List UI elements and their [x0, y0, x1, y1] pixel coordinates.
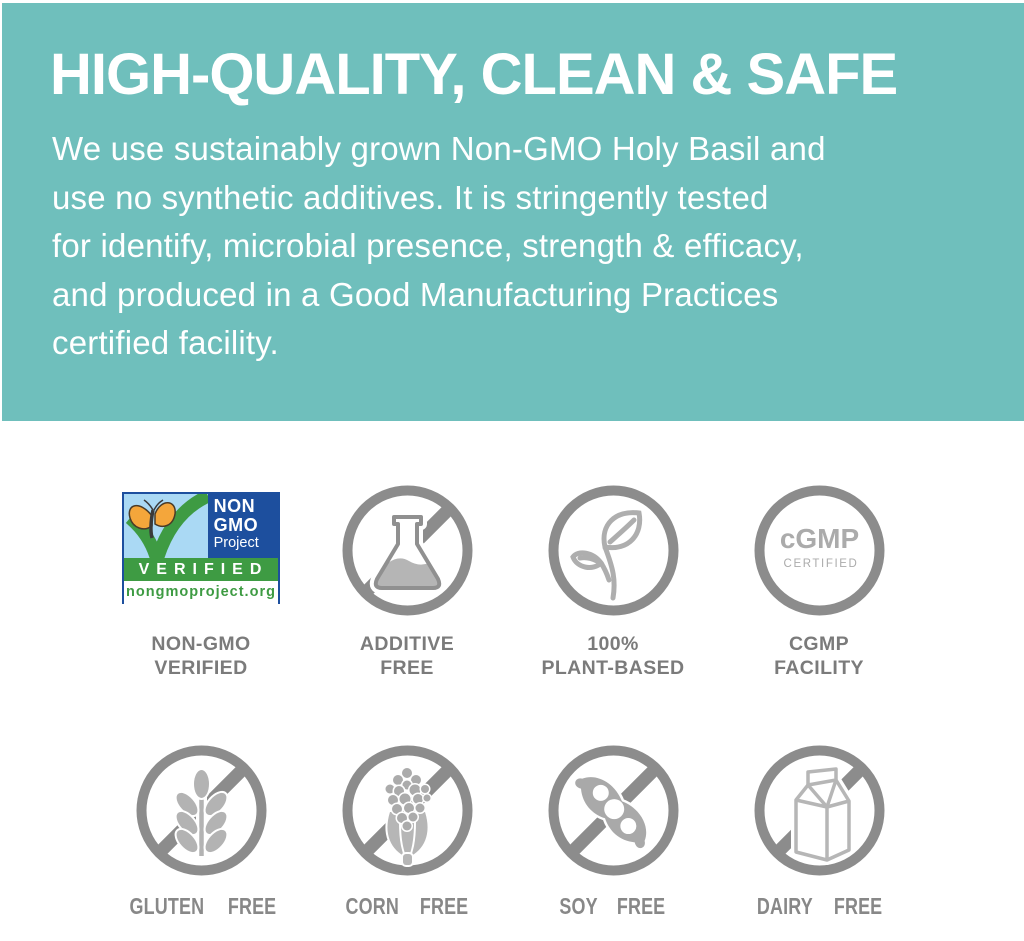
cgmp-text: cGMP: [779, 523, 858, 554]
badge-corn-free: CORN FREE: [304, 744, 510, 941]
hero-section: HIGH-QUALITY, CLEAN & SAFE We use sustai…: [2, 3, 1024, 421]
seal-word-gmo: GMO: [213, 515, 259, 535]
no-corn-icon: [342, 745, 472, 876]
badge-dairy-free: DAIRY FREE: [716, 744, 922, 941]
badge-row-1: NON GMO Project VERIFIED nongmoproject.o…: [98, 484, 922, 681]
seal-word-non: NON: [213, 496, 256, 516]
certified-text: CERTIFIED: [783, 558, 858, 570]
seal-url: nongmoproject.org: [124, 581, 278, 604]
seal-word-project: Project: [213, 535, 259, 551]
no-wheat-icon: [136, 745, 266, 876]
badge-cgmp-facility: cGMP CERTIFIED CGMP FACILITY: [716, 484, 922, 681]
badge-gluten-free: GLUTEN FREE: [98, 744, 304, 941]
badge-non-gmo-verified: NON GMO Project VERIFIED nongmoproject.o…: [98, 484, 304, 681]
cgmp-seal-icon: cGMP CERTIFIED: [754, 485, 884, 616]
badge-label: SOY FREE: [559, 893, 666, 919]
hero-line-1: We use sustainably grown Non-GMO Holy Ba…: [52, 130, 826, 167]
badge-label: DAIRY FREE: [756, 893, 883, 919]
plant-sprout-icon: [548, 485, 678, 616]
hero-paragraph: We use sustainably grown Non-GMO Holy Ba…: [52, 125, 826, 368]
badge-label: 100% PLANT-BASED: [541, 633, 685, 679]
badge-label: CGMP FACILITY: [774, 633, 864, 679]
no-milk-carton-icon: [754, 745, 884, 876]
seal-verified-band: VERIFIED: [124, 558, 278, 581]
hero-line-5: certified facility.: [52, 324, 279, 361]
badge-additive-free: ADDITIVE FREE: [304, 484, 510, 681]
non-gmo-project-seal: NON GMO Project VERIFIED nongmoproject.o…: [122, 492, 280, 604]
badge-label: GLUTEN FREE: [129, 893, 277, 919]
badge-plant-based: 100% PLANT-BASED: [510, 484, 716, 681]
page-title: HIGH-QUALITY, CLEAN & SAFE: [50, 42, 898, 107]
badge-label: NON-GMO VERIFIED: [151, 633, 251, 679]
hero-line-2: use no synthetic additives. It is string…: [52, 178, 769, 216]
badge-row-2: GLUTEN FREE: [98, 744, 922, 941]
no-soy-pod-icon: [548, 745, 678, 876]
hero-line-3: for identify, microbial presence, streng…: [52, 227, 804, 264]
no-flask-icon: [342, 485, 472, 616]
badge-label: ADDITIVE FREE: [359, 633, 455, 679]
hero-line-4: and produced in a Good Manufacturing Pra…: [52, 275, 779, 313]
butterfly-checkmark-icon: [124, 494, 208, 558]
badge-label: CORN FREE: [345, 893, 469, 919]
badge-soy-free: SOY FREE: [510, 744, 716, 941]
